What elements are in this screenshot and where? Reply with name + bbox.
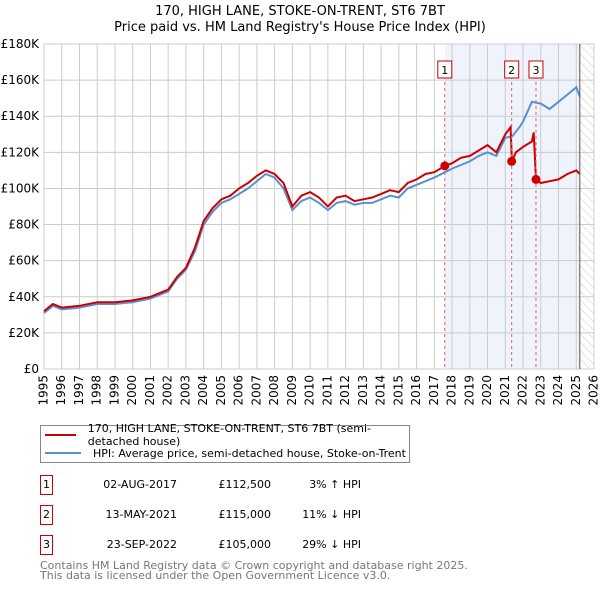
tx-date: 13-MAY-2021	[105, 508, 177, 521]
x-tick-label: 2002	[161, 375, 175, 406]
y-tick-label: £20K	[8, 326, 40, 340]
x-tick-label: 2010	[303, 375, 317, 406]
tx-number: 3	[40, 535, 53, 555]
x-tick-label: 2025	[569, 375, 583, 406]
transaction-point	[440, 161, 450, 171]
x-tick-label: 1999	[107, 375, 121, 406]
x-tick-label: 1998	[90, 375, 104, 406]
x-tick-label: 2019	[462, 375, 476, 406]
x-tick-label: 2024	[551, 375, 565, 406]
legend-label: HPI: Average price, semi-detached house,…	[93, 446, 406, 460]
transaction-label: 2	[508, 64, 515, 77]
footer-line: Contains HM Land Registry data © Crown c…	[40, 559, 468, 572]
x-tick-label: 1995	[37, 375, 51, 406]
y-tick-label: £40K	[8, 290, 40, 304]
shaded-region	[444, 44, 580, 369]
y-tick-label: £60K	[8, 254, 40, 268]
x-tick-label: 2009	[285, 375, 299, 406]
legend: 170, HIGH LANE, STOKE-ON-TRENT, ST6 7BT …	[40, 422, 410, 463]
transaction-label: 1	[441, 64, 448, 77]
chart-title: 170, HIGH LANE, STOKE-ON-TRENT, ST6 7BT	[155, 4, 445, 19]
x-tick-label: 2026	[587, 375, 600, 406]
tx-price: £105,000	[218, 538, 272, 551]
tx-date: 23-SEP-2022	[106, 538, 177, 551]
transaction-label-box	[504, 60, 520, 79]
transaction-label-box	[437, 60, 453, 79]
y-tick-label: £100K	[1, 181, 41, 195]
chart-subtitle: Price paid vs. HM Land Registry's House …	[114, 20, 486, 35]
legend-label: 170, HIGH LANE, STOKE-ON-TRENT, ST6 7BT …	[87, 422, 372, 448]
x-tick-label: 2005	[214, 375, 228, 406]
y-tick-label: £160K	[1, 73, 41, 87]
transaction-point	[531, 174, 541, 184]
x-tick-label: 2004	[196, 375, 210, 406]
x-tick-label: 2012	[338, 375, 352, 406]
tx-date: 02-AUG-2017	[103, 478, 177, 491]
x-tick-label: 2007	[249, 375, 263, 406]
x-tick-label: 2022	[516, 375, 530, 406]
x-tick-label: 1996	[54, 375, 68, 406]
y-tick-label: £180K	[1, 37, 41, 51]
property-price-line	[43, 124, 581, 312]
x-tick-label: 2008	[267, 375, 281, 406]
legend-item-hpi: HPI: Average price, semi-detached house,…	[41, 444, 406, 462]
x-tick-label: 2023	[533, 375, 547, 406]
tx-price: £112,500	[218, 478, 272, 491]
legend-item-property: 170, HIGH LANE, STOKE-ON-TRENT, ST6 7BT …	[41, 422, 409, 448]
x-tick-label: 1997	[72, 375, 86, 406]
transaction-point	[507, 156, 517, 166]
x-tick-label: 2003	[178, 375, 192, 406]
tx-hpi: 29% ↓ HPI	[302, 538, 361, 551]
x-tick-label: 2000	[125, 375, 139, 406]
y-tick-label: £120K	[1, 145, 41, 159]
x-tick-label: 2006	[232, 375, 246, 406]
y-tick-label: £80K	[8, 218, 40, 232]
x-tick-label: 2013	[356, 375, 370, 406]
x-tick-label: 2020	[480, 375, 494, 406]
x-tick-label: 2015	[391, 375, 405, 406]
tx-number: 2	[40, 505, 53, 525]
x-tick-label: 2016	[409, 375, 423, 406]
hatched-region	[579, 44, 594, 369]
x-tick-label: 2014	[374, 375, 388, 406]
x-tick-label: 2021	[498, 375, 512, 406]
tx-hpi: 11% ↓ HPI	[302, 508, 361, 521]
y-tick-label: £0	[24, 362, 39, 376]
transaction-label: 3	[532, 64, 539, 77]
tx-number: 1	[40, 475, 53, 495]
legend-swatch-blue	[45, 452, 81, 454]
tx-price: £115,000	[218, 508, 272, 521]
footer: Contains HM Land Registry data © Crown c…	[40, 559, 468, 582]
x-tick-label: 2018	[445, 375, 459, 406]
y-tick-label: £140K	[1, 109, 41, 123]
legend-swatch-red	[45, 434, 76, 436]
transaction-label-box	[528, 60, 544, 79]
footer-line: This data is licensed under the Open Gov…	[40, 569, 391, 582]
x-tick-label: 2017	[427, 375, 441, 406]
x-tick-label: 2001	[143, 375, 157, 406]
tx-hpi: 3% ↑ HPI	[309, 478, 361, 491]
x-tick-label: 2011	[320, 375, 334, 406]
